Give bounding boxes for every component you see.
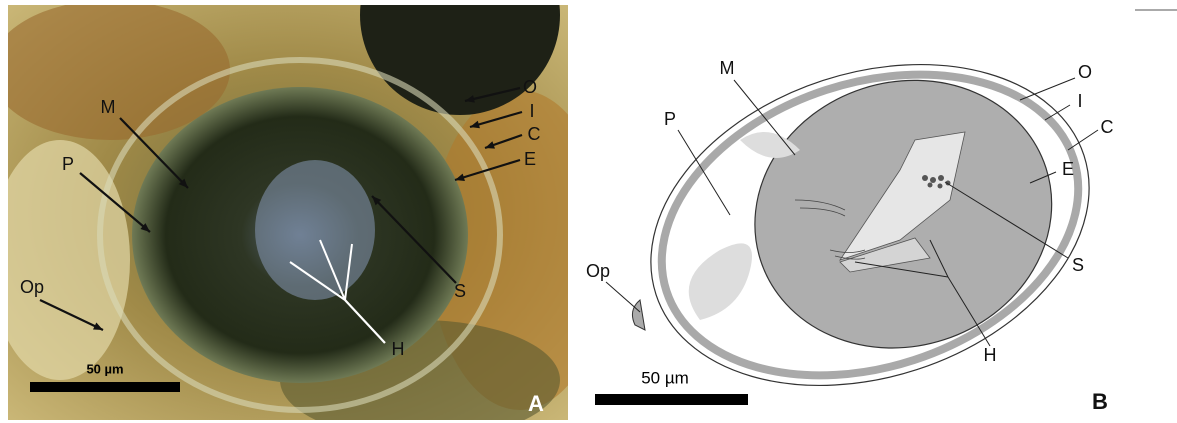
arrow-head bbox=[465, 95, 475, 103]
leader-line bbox=[677, 129, 731, 216]
leader-line bbox=[289, 261, 346, 301]
label: H bbox=[392, 339, 405, 359]
leader-line bbox=[944, 181, 1069, 259]
label: Op bbox=[20, 277, 44, 297]
scale-bar-label: 50 µm bbox=[641, 368, 689, 387]
panel-letter: A bbox=[528, 391, 544, 416]
label: Op bbox=[586, 261, 610, 281]
arrow-head bbox=[140, 223, 150, 232]
label: E bbox=[1062, 159, 1074, 179]
leader-line bbox=[605, 281, 641, 313]
leader-line bbox=[1019, 77, 1076, 101]
label: P bbox=[62, 154, 74, 174]
label: S bbox=[1072, 255, 1084, 275]
panel-letter: B bbox=[1092, 389, 1108, 414]
leader-line bbox=[79, 172, 151, 233]
label: M bbox=[720, 58, 735, 78]
panel-a-image bbox=[8, 5, 568, 420]
label: E bbox=[524, 149, 536, 169]
label: P bbox=[664, 109, 676, 129]
leader-line bbox=[344, 299, 386, 344]
leader-line bbox=[733, 79, 796, 156]
label: H bbox=[984, 345, 997, 365]
leader-line bbox=[929, 239, 949, 278]
arrow-head bbox=[372, 196, 382, 206]
label: O bbox=[523, 77, 537, 97]
arrow-head bbox=[178, 178, 188, 188]
diagram-details bbox=[631, 9, 1177, 331]
label: S bbox=[454, 281, 466, 301]
label: O bbox=[1078, 62, 1092, 82]
leader-line bbox=[344, 243, 353, 301]
arrow-head bbox=[455, 173, 465, 182]
leader-line bbox=[464, 86, 521, 103]
leader-line bbox=[454, 158, 521, 182]
arrow-head bbox=[93, 322, 103, 330]
label: C bbox=[528, 124, 541, 144]
leader-line bbox=[854, 261, 949, 278]
leader-line bbox=[1067, 129, 1099, 151]
leader-line bbox=[119, 117, 189, 189]
label: M bbox=[101, 97, 116, 117]
label: C bbox=[1101, 117, 1114, 137]
leader-line bbox=[39, 299, 104, 331]
arrow-head bbox=[470, 120, 480, 129]
scale-bar bbox=[595, 394, 748, 405]
leader-line bbox=[1029, 171, 1057, 184]
leader-line bbox=[1044, 104, 1071, 121]
label: I bbox=[529, 101, 534, 121]
leader-line bbox=[947, 276, 991, 347]
leader-line bbox=[319, 239, 346, 301]
scale-bar-label: 50 µm bbox=[86, 361, 123, 376]
label: I bbox=[1077, 91, 1082, 111]
leader-line bbox=[371, 195, 457, 284]
arrow-head bbox=[485, 141, 495, 149]
scale-bar bbox=[30, 382, 180, 392]
